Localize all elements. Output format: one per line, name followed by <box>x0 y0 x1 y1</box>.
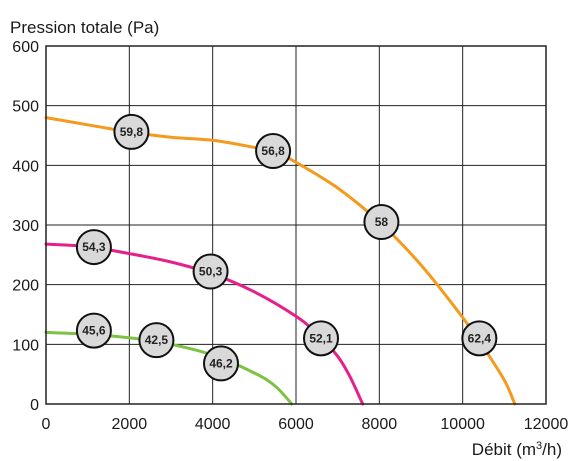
grid <box>46 46 546 404</box>
y-tick-label: 400 <box>12 158 39 175</box>
curve-marker: 42,5 <box>138 322 175 359</box>
series-line-2 <box>44 242 365 406</box>
curve-marker: 56,8 <box>255 133 292 170</box>
curve-marker-label: 59,8 <box>120 125 144 139</box>
x-tick-label: 8000 <box>362 416 398 433</box>
curve-marker: 58 <box>363 204 400 241</box>
curve-marker-circle <box>138 322 175 359</box>
markers: 59,8 56,8 58 62,4 54,3 50,3 52,1 45,6 42,5 46,2 <box>75 113 498 382</box>
curve-marker: 50,3 <box>192 253 229 290</box>
curve-marker-label: 50,3 <box>199 265 223 279</box>
y-tick-label: 300 <box>12 218 39 235</box>
x-tick-label: 12000 <box>524 416 569 433</box>
curve-marker: 45,6 <box>75 312 112 349</box>
curve-marker: 46,2 <box>203 345 239 382</box>
curve-marker-circle <box>461 320 498 357</box>
y-tick-label: 0 <box>30 397 39 414</box>
curve-marker-label: 42,5 <box>145 333 169 347</box>
curve-marker-circle <box>363 204 400 241</box>
x-tick-label: 6000 <box>278 416 314 433</box>
curve-marker: 52,1 <box>303 320 339 357</box>
curve-marker-circle <box>75 229 112 266</box>
curve-marker-circle <box>203 345 239 382</box>
curve-marker-label: 62,4 <box>468 331 492 345</box>
tick-labels: 0 2000 4000 6000 8000 10000 12000 0 100 200 300 400… <box>12 39 568 433</box>
plot-frame <box>45 45 547 405</box>
x-axis-title-superscript: 3 <box>536 440 542 452</box>
x-tick-label: 2000 <box>112 416 148 433</box>
curve-marker-label: 45,6 <box>82 324 106 338</box>
x-tick-label: 4000 <box>195 416 231 433</box>
y-tick-label: 200 <box>12 278 39 295</box>
y-axis-title: Pression totale (Pa) <box>10 18 159 37</box>
y-tick-label: 600 <box>12 39 39 56</box>
x-tick-label: 0 <box>42 416 51 433</box>
curve-marker: 62,4 <box>461 320 498 357</box>
curve-marker-circle <box>75 312 112 349</box>
curve-marker-label: 54,3 <box>82 240 106 254</box>
y-tick-label: 100 <box>12 337 39 354</box>
curve-marker-circle <box>113 113 150 150</box>
curve-marker: 59,8 <box>113 113 150 150</box>
y-tick-label: 500 <box>12 99 39 116</box>
curve-marker-label: 56,8 <box>261 144 285 158</box>
x-axis-title-end: /h) <box>542 440 562 459</box>
x-axis-title-main: Débit (m <box>472 440 536 459</box>
curve-marker: 54,3 <box>75 229 112 266</box>
x-axis-title: Débit (m3/h) <box>472 440 562 459</box>
x-tick-label: 10000 <box>440 416 485 433</box>
curve-marker-label: 58 <box>375 215 389 229</box>
curve-marker-label: 52,1 <box>309 331 333 345</box>
curve-marker-circle <box>303 320 339 357</box>
curve-marker-circle <box>192 253 229 290</box>
curve-marker-circle <box>255 133 292 170</box>
curve-marker-label: 46,2 <box>209 356 233 370</box>
